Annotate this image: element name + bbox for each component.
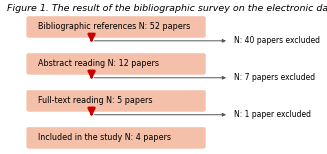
- Text: Included in the study N: 4 papers: Included in the study N: 4 papers: [38, 133, 171, 142]
- Text: Figure 1. The result of the bibliographic survey on the electronic databases.: Figure 1. The result of the bibliographi…: [7, 4, 327, 13]
- FancyBboxPatch shape: [27, 90, 205, 111]
- Text: N: 7 papers excluded: N: 7 papers excluded: [234, 73, 315, 82]
- Text: Bibliographic references N: 52 papers: Bibliographic references N: 52 papers: [38, 22, 190, 31]
- FancyBboxPatch shape: [27, 127, 205, 148]
- Text: Full-text reading N: 5 papers: Full-text reading N: 5 papers: [38, 96, 152, 105]
- FancyBboxPatch shape: [27, 16, 205, 37]
- FancyBboxPatch shape: [27, 53, 205, 74]
- Text: Abstract reading N: 12 papers: Abstract reading N: 12 papers: [38, 59, 159, 68]
- Text: N: 40 papers excluded: N: 40 papers excluded: [234, 36, 320, 45]
- Text: N: 1 paper excluded: N: 1 paper excluded: [234, 110, 311, 119]
